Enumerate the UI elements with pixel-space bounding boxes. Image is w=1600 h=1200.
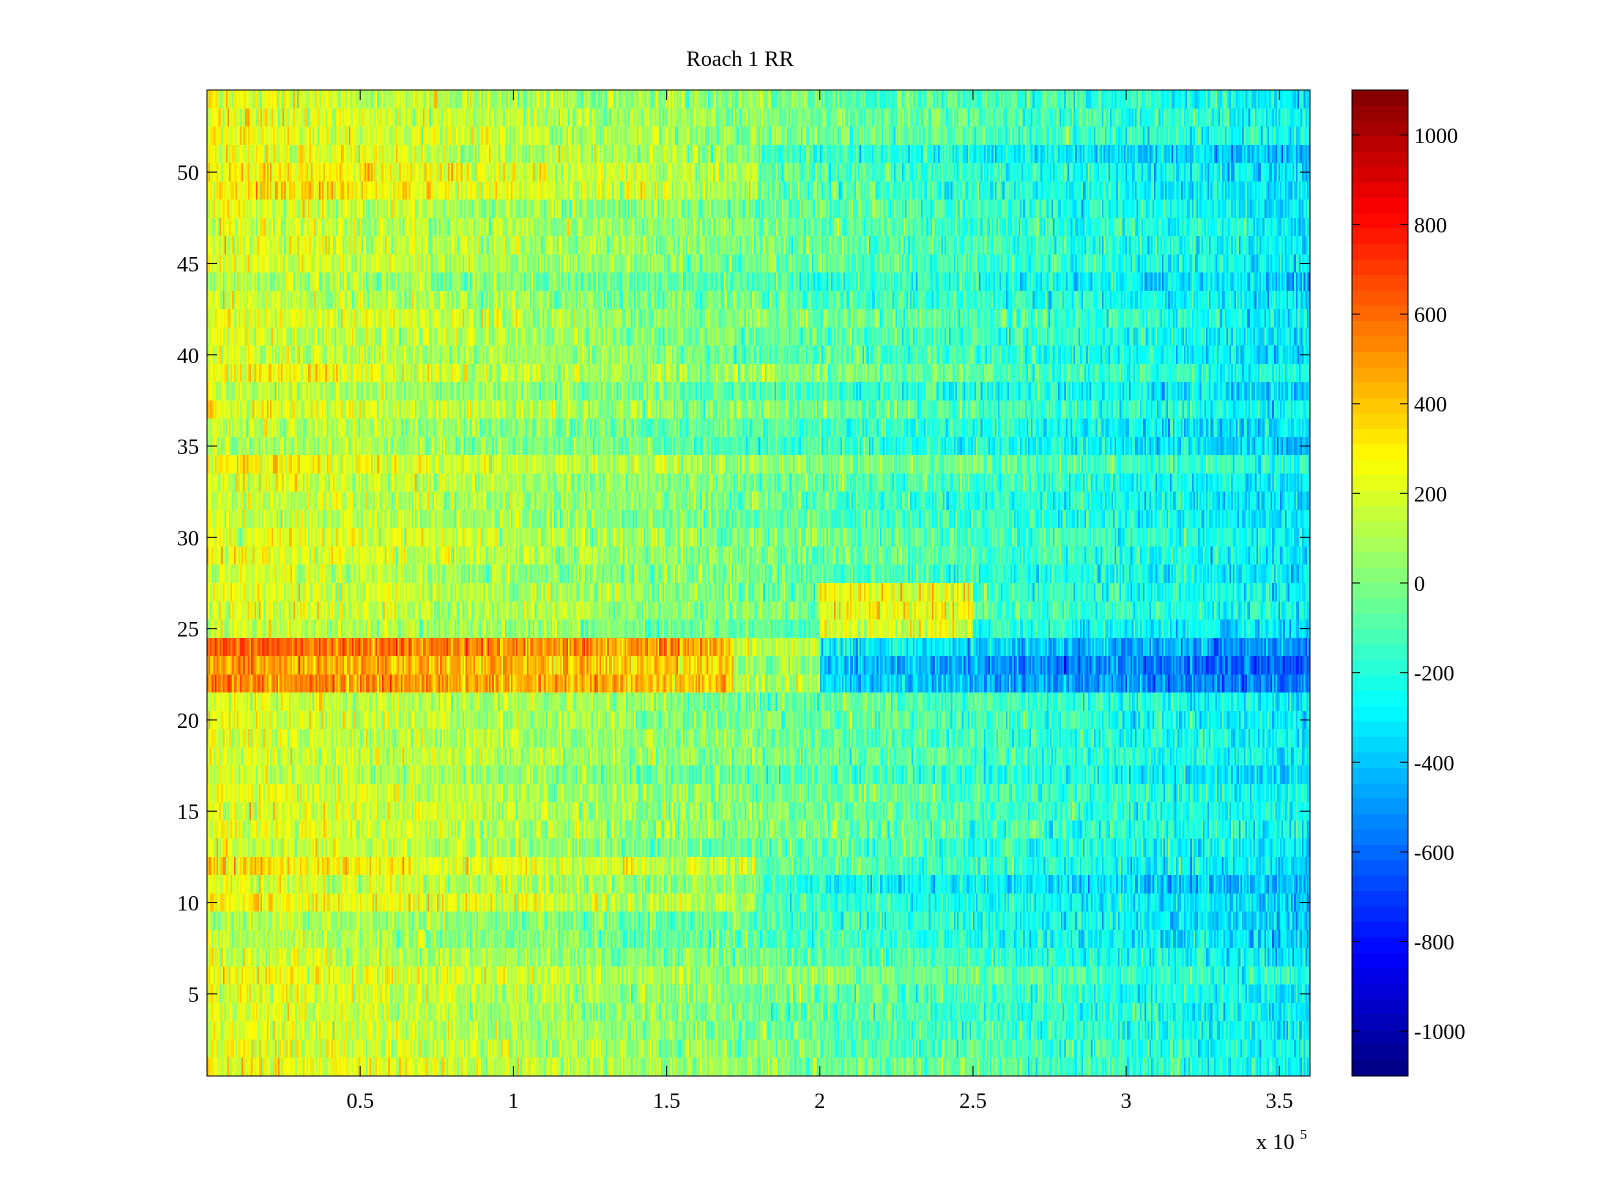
y-axis: 5 10 15 20 25 30 35 40 45 50: [177, 160, 1310, 1007]
colorbar: 1000 800 600 400 200 0 -200 -400 -600 -800 -1000: [1351, 89, 1465, 1077]
colorbar-gradient: [1352, 90, 1408, 1076]
colorbar-tick-label: 0: [1414, 571, 1425, 596]
colorbar-tick-label: -200: [1414, 661, 1454, 686]
colorbar-tick-label: -600: [1414, 840, 1454, 865]
y-tick-label: 20: [177, 708, 199, 733]
heatmap-image: [207, 90, 1310, 1076]
x-tick-label: 1.5: [653, 1088, 681, 1113]
x-tick-label: 1: [508, 1088, 519, 1113]
x-tick-label: 3: [1121, 1088, 1132, 1113]
colorbar-tick-label: -800: [1414, 930, 1454, 955]
colorbar-tick-label: 1000: [1414, 123, 1458, 148]
colorbar-ticks: 1000 800 600 400 200 0 -200 -400 -600 -800 -1000: [1352, 123, 1465, 1044]
y-tick-label: 5: [188, 982, 199, 1007]
x-tick-label: 2.5: [959, 1088, 987, 1113]
y-tick-label: 30: [177, 525, 199, 550]
y-tick-label: 35: [177, 434, 199, 459]
y-tick-label: 40: [177, 343, 199, 368]
x-tick-label: 0.5: [346, 1088, 374, 1113]
colorbar-tick-label: 200: [1414, 481, 1447, 506]
colorbar-tick-label: 800: [1414, 212, 1447, 237]
plot-area: [206, 89, 1311, 1077]
colorbar-tick-label: 600: [1414, 302, 1447, 327]
x-axis: 0.5 1 1.5 2 2.5 3 3.5: [346, 90, 1293, 1113]
plot-frame: [206, 89, 1311, 1077]
y-tick-label: 15: [177, 799, 199, 824]
y-tick-label: 10: [177, 891, 199, 916]
y-tick-label: 45: [177, 251, 199, 276]
x-exponent-power: 5: [1300, 1128, 1307, 1143]
chart-title: Roach 1 RR: [686, 46, 794, 71]
x-exponent-base: x 10: [1256, 1129, 1295, 1154]
colorbar-tick-label: -1000: [1414, 1019, 1465, 1044]
x-exponent-label: x 10 5: [1256, 1128, 1307, 1154]
colorbar-tick-label: 400: [1414, 392, 1447, 417]
x-tick-label: 2: [814, 1088, 825, 1113]
y-tick-label: 25: [177, 617, 199, 642]
x-tick-label: 3.5: [1266, 1088, 1294, 1113]
colorbar-tick-label: -400: [1414, 750, 1454, 775]
y-tick-label: 50: [177, 160, 199, 185]
